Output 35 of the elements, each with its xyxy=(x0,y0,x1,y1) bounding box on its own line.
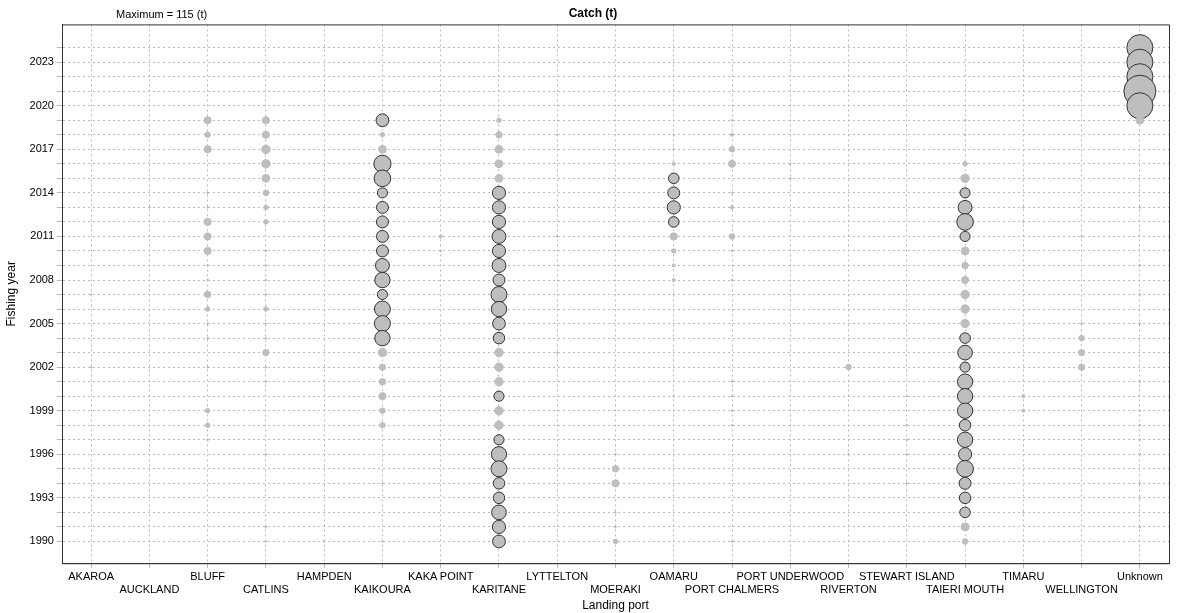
x-tick-label: PORT CHALMERS xyxy=(684,583,780,596)
x-tick-label: AUCKLAND xyxy=(119,583,180,596)
x-tick-label: WELLINGTON xyxy=(1045,583,1118,596)
x-tick-label: BLUFF xyxy=(190,569,226,582)
chart-title: Catch (t) xyxy=(568,5,618,20)
x-tick-label: MOERAKI xyxy=(590,583,641,596)
y-tick-label: 1999 xyxy=(29,403,54,416)
x-tick-label: TIMARU xyxy=(1002,569,1045,582)
y-tick-label: 1996 xyxy=(29,447,54,460)
x-tick-label: CATLINS xyxy=(243,583,289,596)
y-axis-title: Fishing year xyxy=(3,261,18,327)
x-tick-label: KAKA POINT xyxy=(408,569,474,582)
y-tick-label: 2020 xyxy=(29,98,54,111)
x-tick-label: KAIKOURA xyxy=(354,583,412,596)
y-tick-label: 2023 xyxy=(29,55,54,68)
x-axis-title: Landing port xyxy=(582,598,650,613)
y-tick-label: 2017 xyxy=(29,142,54,155)
x-tick-label: AKAROA xyxy=(68,569,115,582)
y-tick-label: 2014 xyxy=(29,185,54,198)
x-tick-label: HAMPDEN xyxy=(296,569,352,582)
x-tick-label: PORT UNDERWOOD xyxy=(736,569,845,582)
y-tick-label: 2002 xyxy=(29,360,54,373)
x-tick-label: LYTTELTON xyxy=(526,569,589,582)
x-tick-label: OAMARU xyxy=(649,569,698,582)
x-tick-label: STEWART ISLAND xyxy=(858,569,955,582)
text: Maximum = 115 (t) xyxy=(116,7,208,20)
x-tick-label: TAIERI MOUTH xyxy=(926,583,1005,596)
y-tick-label: 1993 xyxy=(29,490,54,503)
y-tick-label: 2008 xyxy=(29,273,54,286)
y-tick-label: 2011 xyxy=(30,229,54,242)
x-tick-label: KARITANE xyxy=(471,583,527,596)
x-tick-label: RIVERTON xyxy=(820,583,877,596)
y-tick-label: 2005 xyxy=(29,316,54,329)
y-tick-label: 1990 xyxy=(29,534,54,547)
x-tick-label: Unknown xyxy=(1116,569,1163,582)
